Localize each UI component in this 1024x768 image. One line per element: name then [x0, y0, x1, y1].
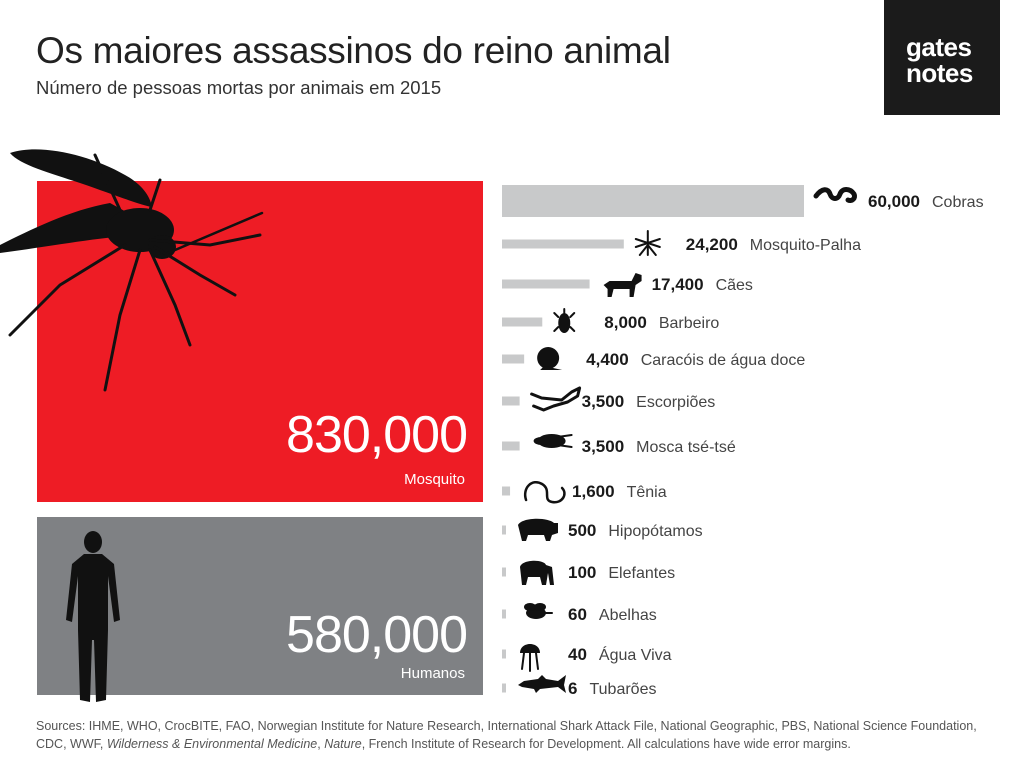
sources-italic-nature: Nature — [324, 737, 362, 751]
snail-icon — [537, 347, 563, 370]
bar-10 — [502, 567, 506, 577]
tapeworm-icon — [523, 481, 566, 504]
row-value-10: 100 — [568, 563, 596, 582]
row-value-1: 60,000 — [868, 192, 920, 211]
row-value-4: 8,000 — [604, 313, 647, 332]
row-label-10: 100 Elefantes — [568, 563, 675, 582]
row-name-6: Escorpiões — [636, 394, 715, 411]
bar-6 — [502, 396, 520, 406]
row-name-8: Tênia — [627, 484, 667, 501]
bar-13 — [502, 683, 506, 693]
sources-italic-journal: Wilderness & Environmental Medicine — [106, 737, 318, 751]
logo-line-1: gates — [906, 32, 972, 62]
humans-label: Humanos — [400, 665, 465, 682]
row-name-9: Hipopótamos — [608, 523, 702, 540]
row-name-13: Tubarões — [589, 681, 656, 698]
sources-text-suffix: , French Institute of Research for Devel… — [361, 737, 851, 751]
bar-12 — [502, 649, 506, 659]
row-label-12: 40 Água Viva — [568, 645, 672, 664]
row-value-7: 3,500 — [582, 437, 625, 456]
row-label-6: 3,500 Escorpiões — [582, 392, 716, 411]
row-name-7: Mosca tsé-tsé — [636, 439, 736, 456]
row-label-7: 3,500 Mosca tsé-tsé — [582, 437, 736, 456]
bar-3 — [502, 279, 590, 289]
gates-notes-logo[interactable]: gates notes — [884, 0, 1000, 115]
bar-1 — [502, 185, 804, 217]
tsetse-fly-icon — [533, 434, 573, 448]
bar-8 — [502, 486, 511, 496]
bee-icon — [524, 603, 553, 619]
row-label-8: 1,600 Tênia — [572, 482, 667, 501]
sandfly-icon — [634, 230, 661, 256]
row-name-5: Caracóis de água doce — [641, 352, 806, 369]
mosquito-icon — [0, 149, 264, 392]
row-label-2: 24,200 Mosquito-Palha — [686, 235, 861, 254]
row-name-4: Barbeiro — [659, 315, 720, 332]
bar-7 — [502, 441, 520, 451]
row-value-5: 4,400 — [586, 350, 629, 369]
elephant-icon — [520, 560, 554, 585]
row-name-2: Mosquito-Palha — [750, 237, 861, 254]
logo-line-2: notes — [906, 58, 973, 88]
bar-4 — [502, 317, 543, 327]
row-value-13: 6 — [568, 679, 577, 698]
row-label-1: 60,000 Cobras — [868, 192, 984, 211]
row-value-2: 24,200 — [686, 235, 738, 254]
chart-subtitle: Número de pessoas mortas por animais em … — [36, 77, 442, 98]
mosquito-value: 830,000 — [286, 406, 468, 464]
bar-5 — [502, 354, 525, 364]
bar-11 — [502, 609, 506, 619]
jellyfish-icon — [520, 644, 540, 672]
human-icon — [66, 531, 120, 702]
row-value-3: 17,400 — [652, 275, 704, 294]
snake-icon — [813, 187, 857, 203]
bar-2 — [502, 239, 624, 249]
row-label-11: 60 Abelhas — [568, 605, 657, 624]
sources-text-prefix: Sources: IHME, WHO, CrocBITE, FAO, Norwe… — [36, 719, 977, 751]
row-value-9: 500 — [568, 521, 596, 540]
row-label-9: 500 Hipopótamos — [568, 521, 703, 540]
row-value-11: 60 — [568, 605, 587, 624]
mosquito-label: Mosquito — [404, 471, 465, 488]
row-label-3: 17,400 Cães — [652, 275, 753, 294]
row-value-8: 1,600 — [572, 482, 615, 501]
scorpion-icon — [530, 386, 582, 412]
chart-title: Os maiores assassinos do reino animal — [36, 30, 671, 71]
kissing-bug-icon — [553, 308, 576, 333]
hippo-icon — [518, 518, 558, 541]
row-label-5: 4,400 Caracóis de água doce — [586, 350, 805, 369]
row-name-12: Água Viva — [599, 645, 672, 664]
sources-footnote: Sources: IHME, WHO, CrocBITE, FAO, Norwe… — [36, 717, 996, 753]
shark-icon — [518, 675, 566, 693]
bar-9 — [502, 525, 506, 535]
row-value-6: 3,500 — [582, 392, 625, 411]
row-label-13: 6 Tubarões — [568, 679, 656, 698]
row-name-3: Cães — [716, 277, 753, 294]
sources-separator: , — [317, 737, 325, 751]
row-name-1: Cobras — [932, 194, 984, 211]
row-value-12: 40 — [568, 645, 587, 664]
row-label-4: 8,000 Barbeiro — [604, 313, 719, 332]
dog-icon — [603, 273, 642, 297]
humans-value: 580,000 — [286, 606, 468, 664]
row-name-11: Abelhas — [599, 607, 657, 624]
row-name-10: Elefantes — [608, 565, 675, 582]
humans-highlight-box: 580,000 Humanos — [37, 517, 483, 695]
